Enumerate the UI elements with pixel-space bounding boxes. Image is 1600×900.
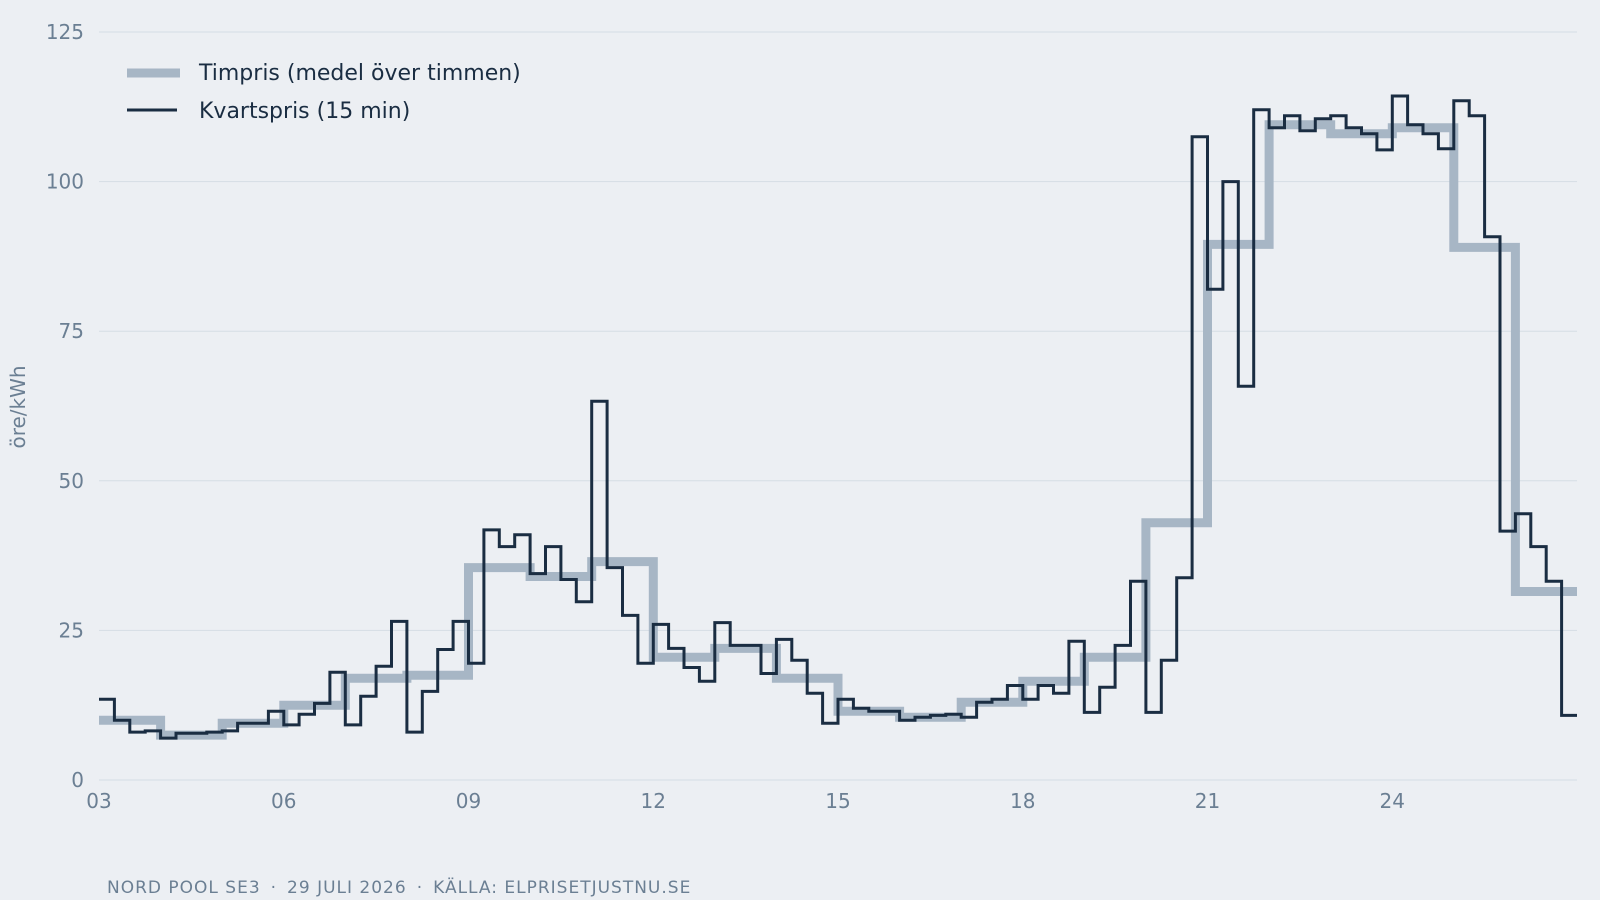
y-tick-label: 25 [59, 618, 84, 642]
legend-label-hourly: Timpris (medel över timmen) [198, 61, 521, 86]
grid-lines [99, 31, 1577, 781]
y-tick-label: 75 [59, 319, 84, 343]
footer-market: NORD POOL SE3 [107, 878, 261, 898]
series-quarter-line [99, 94, 1577, 740]
y-tick-label: 50 [59, 469, 84, 493]
footer-date: 29 JULI 2026 [287, 878, 407, 898]
x-tick-label: 24 [1380, 789, 1405, 813]
y-axis-label: öre/kWh [6, 365, 30, 448]
footer-caption: NORD POOL SE3 · 29 JULI 2026 · KÄLLA: ELPRIS… [107, 878, 691, 898]
x-tick-label: 06 [271, 789, 296, 813]
footer-source: KÄLLA: ELPRISETJUSTNU.SE [433, 878, 692, 898]
x-tick-label: 15 [825, 789, 850, 813]
x-tick-label: 03 [86, 789, 111, 813]
y-tick-label: 100 [46, 170, 84, 194]
y-axis-ticks: 0 25 50 75 100 125 [46, 20, 84, 792]
x-tick-label: 18 [1010, 789, 1035, 813]
footer-separator: · [416, 878, 424, 898]
x-tick-label: 12 [641, 789, 666, 813]
x-axis-ticks: 03 06 09 12 15 18 21 24 [86, 789, 1405, 813]
y-tick-label: 0 [71, 768, 84, 792]
series-hourly-line [99, 120, 1577, 740]
x-tick-label: 09 [456, 789, 481, 813]
series-lines [99, 94, 1577, 740]
x-tick-label: 21 [1195, 789, 1220, 813]
footer-separator: · [270, 878, 278, 898]
y-tick-label: 125 [46, 20, 84, 44]
legend: Timpris (medel över timmen) Kvartspris (… [127, 61, 521, 124]
legend-label-quarter: Kvartspris (15 min) [199, 99, 410, 124]
